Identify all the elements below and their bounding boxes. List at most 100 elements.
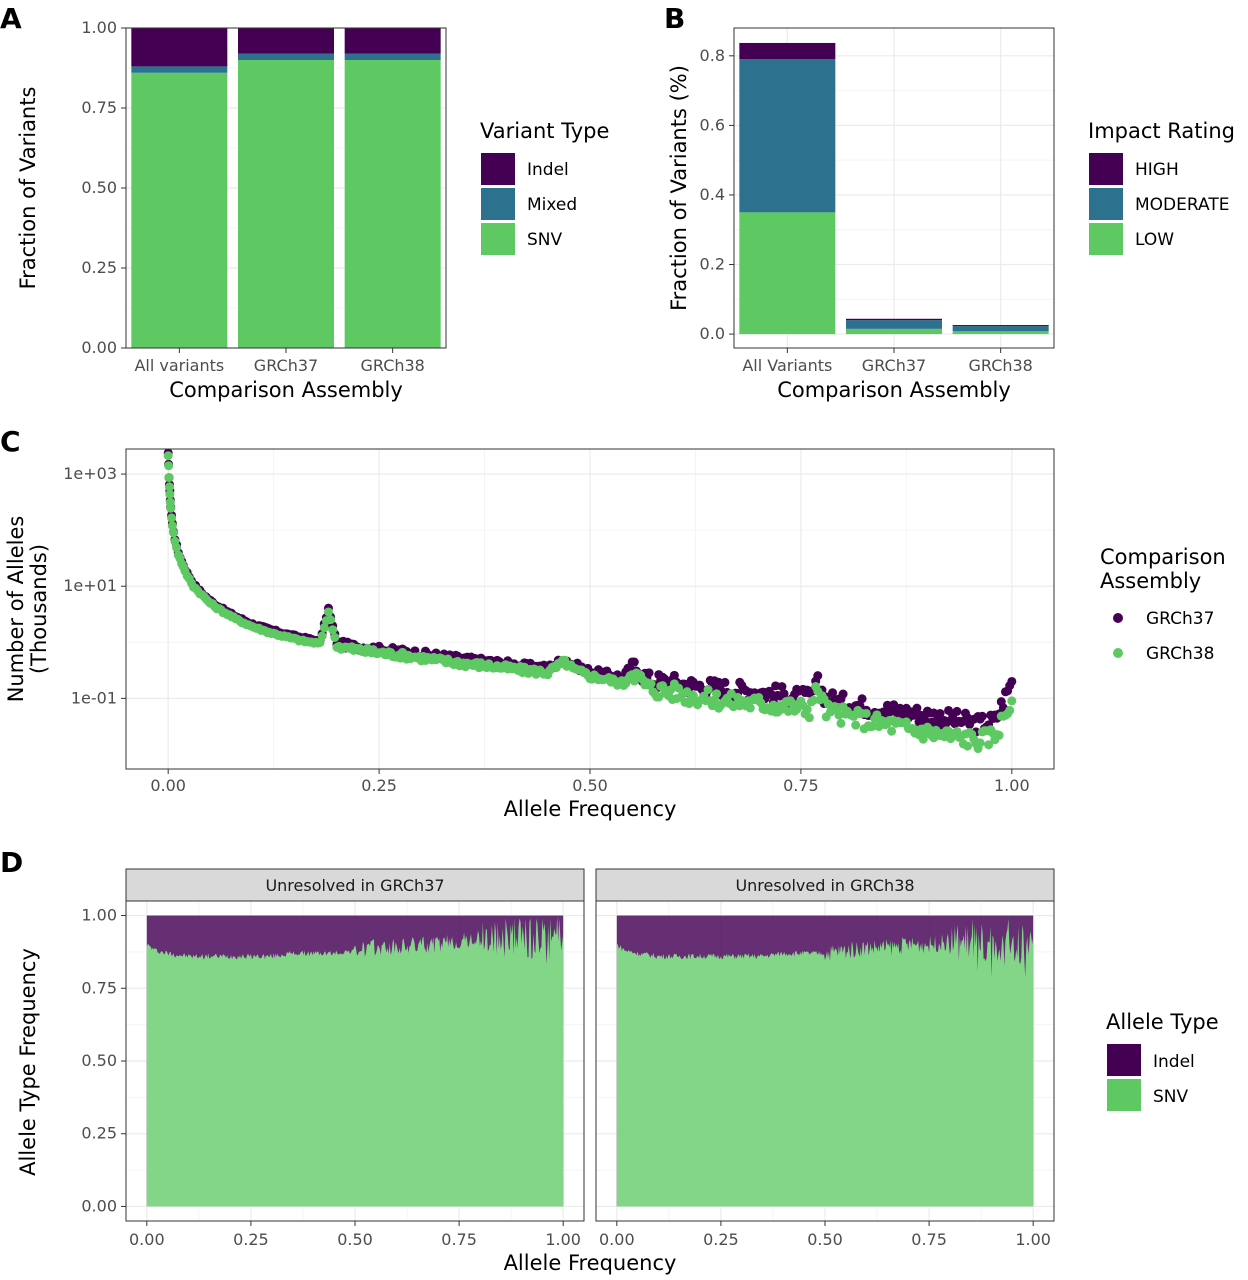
panel-c: C 1e-01 1e+01 1e+03 0.00 0.25 0.50 0.75 1.00 A… <box>0 425 1226 821</box>
panel-a-bar-snv-grch38 <box>344 60 441 348</box>
panel-a-legend-title: Variant Type <box>480 119 609 143</box>
panel-a-x-tick-label: GRCh38 <box>360 356 424 375</box>
legend-label-indel: Indel <box>527 160 569 180</box>
panel-a: A 0.00 0.25 0.50 0.75 1.00 All variants GRCh3… <box>0 2 609 402</box>
panel-c-x-tick-label: 0.00 <box>150 776 186 795</box>
legend-key-indel <box>481 153 515 185</box>
panel-c-point-grch37 <box>777 682 787 692</box>
panel-b-bars <box>739 42 1049 335</box>
panel-b-x-tick-label: All Variants <box>742 356 832 375</box>
panel-b-bar-moderate-grch38 <box>952 326 1049 332</box>
panel-c-y-title-line1: Number of Alleles <box>4 516 28 703</box>
panel-c-point-grch37 <box>779 689 789 699</box>
panel-b-x-title: Comparison Assembly <box>777 378 1011 402</box>
panel-d-x-tick-label: 1.00 <box>545 1230 581 1249</box>
panel-a-bars <box>131 28 441 349</box>
panel-b-bar-high-all-variants <box>739 42 836 60</box>
panel-c-letter: C <box>0 425 21 458</box>
panel-c-legend: Comparison Assembly GRCh37 GRCh38 <box>1100 545 1226 664</box>
facet-bars-grch38 <box>616 915 1034 1207</box>
panel-c-point-grch38 <box>166 503 176 513</box>
panel-d-x-tick-label: 0.25 <box>703 1230 739 1249</box>
panel-c-point-grch37 <box>813 671 823 681</box>
panel-c-point-grch38 <box>164 461 174 471</box>
panel-c-point-grch38 <box>164 482 174 492</box>
panel-c-point-grch38 <box>172 543 182 553</box>
legend-label-moderate: MODERATE <box>1135 195 1229 215</box>
panel-c-point-grch38 <box>783 706 793 716</box>
panel-c-gridlines <box>126 449 1054 769</box>
legend-key-low <box>1089 223 1123 255</box>
panel-c-point-grch38 <box>836 718 846 728</box>
panel-c-point-grch37 <box>935 708 945 718</box>
panel-b-y-tick-label: 0.0 <box>700 324 725 343</box>
panel-b-bar-low-grch38 <box>952 331 1049 335</box>
panel-c-point-grch38 <box>323 607 333 617</box>
panel-d-snv-area <box>616 918 1034 1207</box>
facet-strip-grch37 <box>125 868 585 902</box>
legend-label-grch38: GRCh38 <box>1146 644 1214 664</box>
panel-c-y-title-line2: (Thousands) <box>27 544 51 674</box>
panel-a-bar-indel-all-variants <box>131 28 228 67</box>
panel-b-x-ticks: All Variants GRCh37 GRCh38 <box>742 348 1033 375</box>
panel-b-y-tick-label: 0.4 <box>700 185 725 204</box>
panel-d-x-tick-label: 1.00 <box>1015 1230 1051 1249</box>
legend-key-snv <box>481 223 515 255</box>
panel-b-y-ticks: 0.0 0.2 0.4 0.6 0.8 <box>700 46 734 343</box>
panel-a-y-tick-label: 0.50 <box>81 178 117 197</box>
panel-c-x-tick-label: 0.50 <box>572 776 608 795</box>
legend-label-snv-d: SNV <box>1153 1087 1189 1107</box>
legend-label-snv: SNV <box>527 230 563 250</box>
panel-d-legend: Allele Type Indel SNV <box>1106 1010 1219 1111</box>
panel-b-x-tick-label: GRCh37 <box>862 356 926 375</box>
facet-x-ticks-grch38: 0.00 0.25 0.50 0.75 1.00 <box>599 1221 1051 1249</box>
panel-a-letter: A <box>0 2 22 35</box>
panel-b-x-tick-label: GRCh38 <box>968 356 1032 375</box>
panel-c-point-grch37 <box>952 706 962 716</box>
panel-b-legend-title: Impact Rating <box>1088 119 1235 143</box>
panel-a-x-tick-label: All variants <box>134 356 224 375</box>
panel-a-bar-snv-all-variants <box>131 72 228 349</box>
facet-bars-grch37 <box>146 915 564 1207</box>
panel-a-y-tick-label: 1.00 <box>81 18 117 37</box>
panel-b-bar-low-grch37 <box>846 328 942 335</box>
panel-b-y-tick-label: 0.8 <box>700 46 725 65</box>
panel-c-point-grch37 <box>720 677 730 687</box>
panel-c-point-grch38 <box>1005 705 1015 715</box>
panel-c-point-grch38 <box>326 615 336 625</box>
panel-c-point-grch37 <box>857 694 867 704</box>
panel-d-y-tick-label: 0.25 <box>81 1124 117 1143</box>
panel-b-y-title: Fraction of Variants (%) <box>667 65 691 311</box>
panel-a-legend: Variant Type Indel Mixed SNV <box>480 119 609 255</box>
panel-c-point-grch38 <box>712 689 722 699</box>
legend-label-low: LOW <box>1135 230 1174 250</box>
panel-a-x-tick-label: GRCh37 <box>254 356 318 375</box>
panel-c-point-grch38 <box>851 720 861 730</box>
panel-c-point-grch38 <box>984 740 994 750</box>
panel-c-legend-title-line2: Assembly <box>1100 569 1201 593</box>
legend-key-moderate <box>1089 188 1123 220</box>
legend-key-grch37 <box>1113 613 1123 623</box>
panel-d-y-tick-label: 0.00 <box>81 1196 117 1215</box>
panel-c-x-tick-label: 1.00 <box>994 776 1030 795</box>
panel-b-bar-low-all-variants <box>739 212 836 335</box>
panel-d-x-tick-label: 0.25 <box>233 1230 269 1249</box>
panel-c-y-tick-label: 1e+03 <box>63 464 117 483</box>
panel-c-point-grch37 <box>912 703 922 713</box>
panel-b-y-tick-label: 0.6 <box>700 115 725 134</box>
panel-d-y-tick-label: 1.00 <box>81 906 117 925</box>
panel-d-x-tick-label: 0.50 <box>337 1230 373 1249</box>
panel-d-x-tick-label: 0.50 <box>807 1230 843 1249</box>
panel-c-point-grch38 <box>330 632 340 642</box>
panel-c-x-tick-label: 0.75 <box>783 776 819 795</box>
legend-key-grch38 <box>1113 648 1123 658</box>
panel-a-y-tick-label: 0.75 <box>81 98 117 117</box>
panel-c-point-grch38 <box>646 679 656 689</box>
facet-x-ticks-grch37: 0.00 0.25 0.50 0.75 1.00 <box>129 1221 581 1249</box>
panel-c-series-grch38 <box>163 451 1017 754</box>
panel-a-bar-mixed-grch37 <box>238 53 334 60</box>
panel-c-point-grch37 <box>828 688 838 698</box>
panel-c-x-ticks: 0.00 0.25 0.50 0.75 1.00 <box>150 769 1030 795</box>
panel-b-bar-moderate-grch37 <box>846 320 942 329</box>
panel-c-point-grch37 <box>1007 676 1017 686</box>
